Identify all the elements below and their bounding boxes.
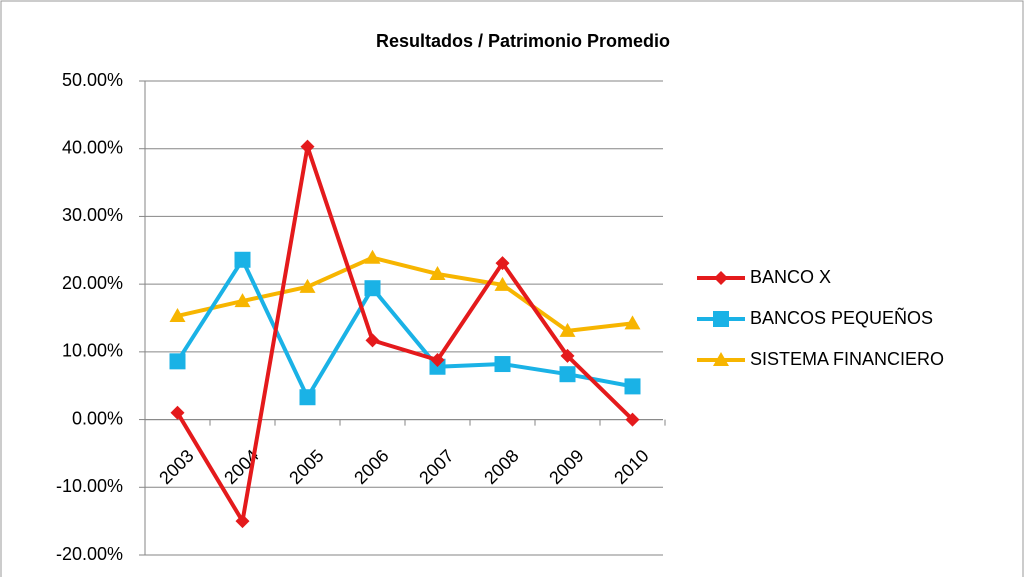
series-line	[177, 255, 633, 333]
data-point	[494, 356, 511, 373]
data-point	[234, 293, 251, 308]
y-tick-label: 0.00%	[72, 408, 123, 428]
legend-marker	[713, 311, 729, 327]
data-point	[300, 139, 315, 154]
data-point	[625, 412, 640, 427]
data-point	[494, 276, 511, 291]
y-tick-label: -20.00%	[56, 544, 123, 564]
legend-label: SISTEMA FINANCIERO	[750, 349, 944, 369]
data-point	[234, 251, 251, 268]
y-tick-label: 10.00%	[62, 341, 123, 361]
y-tick-label: 40.00%	[62, 137, 123, 157]
data-point	[364, 280, 381, 297]
series-line	[175, 144, 634, 524]
data-point	[495, 256, 510, 271]
data-point	[364, 249, 381, 264]
data-point	[624, 378, 641, 395]
legend-marker	[713, 352, 729, 366]
y-tick-label: 30.00%	[62, 205, 123, 225]
data-point	[559, 322, 576, 337]
data-point	[560, 348, 575, 363]
y-tick-label: -10.00%	[56, 476, 123, 496]
chart-title: Resultados / Patrimonio Promedio	[376, 31, 670, 51]
data-point	[430, 352, 445, 367]
data-point	[559, 366, 576, 383]
data-point	[429, 265, 446, 280]
data-point	[365, 333, 380, 348]
data-point	[170, 405, 185, 420]
data-point	[169, 353, 186, 370]
data-point	[169, 307, 186, 322]
legend-marker	[714, 271, 728, 285]
data-point	[299, 278, 316, 293]
data-point	[624, 315, 641, 330]
data-point	[235, 514, 250, 529]
y-tick-label: 50.00%	[62, 70, 123, 90]
legend-label: BANCO X	[750, 267, 831, 287]
legend-label: BANCOS PEQUEÑOS	[750, 307, 933, 328]
data-point	[299, 389, 316, 406]
y-tick-label: 20.00%	[62, 273, 123, 293]
series-line	[175, 257, 633, 400]
